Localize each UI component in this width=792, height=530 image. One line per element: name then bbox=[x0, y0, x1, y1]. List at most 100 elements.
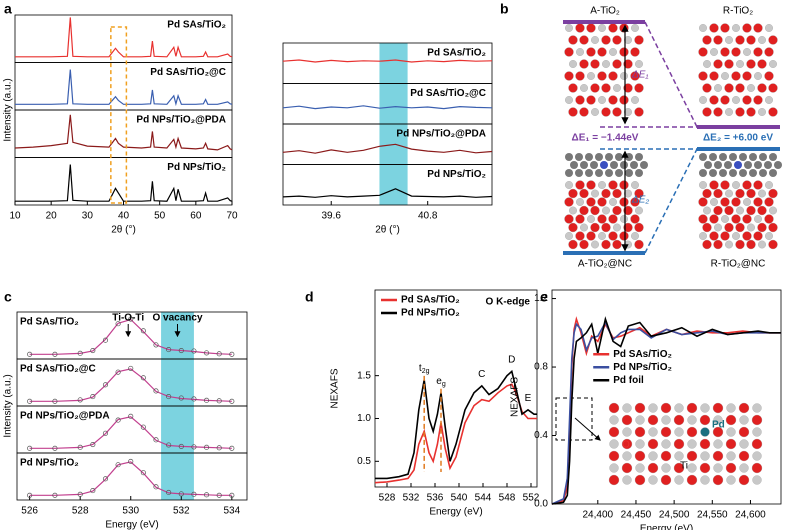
atom bbox=[726, 403, 736, 413]
data-point bbox=[191, 348, 197, 354]
atom bbox=[720, 231, 730, 241]
x-axis-label: Energy (eV) bbox=[640, 524, 693, 530]
fit-line bbox=[29, 461, 232, 496]
atom bbox=[736, 206, 744, 215]
atom bbox=[598, 181, 606, 189]
atom bbox=[612, 35, 622, 45]
series-label: Pd NPs/TiO₂@PDA bbox=[136, 115, 226, 126]
atom bbox=[590, 161, 598, 169]
inset-label: Pd bbox=[712, 420, 725, 431]
series-label: Pd SAs/TiO₂@C bbox=[150, 67, 226, 78]
atom bbox=[630, 71, 640, 81]
atom bbox=[686, 450, 698, 462]
atom bbox=[608, 23, 618, 33]
atom bbox=[565, 181, 573, 189]
atom bbox=[622, 427, 632, 437]
atom bbox=[625, 153, 633, 161]
data-point bbox=[166, 489, 172, 496]
atom bbox=[724, 222, 734, 233]
atom bbox=[726, 427, 736, 437]
structure-label: A-TiO₂ bbox=[590, 6, 620, 17]
atom bbox=[739, 415, 749, 425]
atom bbox=[634, 474, 646, 486]
highlight-box bbox=[110, 26, 128, 204]
atom bbox=[568, 222, 578, 233]
atom bbox=[598, 24, 606, 32]
atom bbox=[608, 71, 618, 81]
atom bbox=[575, 95, 585, 105]
atom bbox=[648, 451, 658, 461]
x-tick-label: 536 bbox=[427, 493, 444, 504]
atom bbox=[754, 161, 762, 169]
atom bbox=[747, 84, 755, 92]
atom bbox=[743, 198, 751, 206]
data-point bbox=[27, 351, 33, 357]
atom bbox=[608, 180, 618, 190]
data-point bbox=[102, 337, 109, 343]
data-point bbox=[178, 443, 184, 449]
atom bbox=[591, 240, 599, 249]
atom bbox=[719, 169, 727, 177]
data-point bbox=[140, 328, 146, 334]
atom bbox=[565, 232, 573, 240]
atom bbox=[726, 451, 736, 461]
atom bbox=[768, 188, 778, 199]
data-point bbox=[166, 347, 172, 353]
atom bbox=[568, 83, 578, 93]
x-axis-label: Energy (eV) bbox=[429, 507, 482, 518]
x-tick-label: 60 bbox=[190, 211, 202, 222]
atom bbox=[768, 222, 778, 233]
atom bbox=[601, 35, 611, 45]
atom bbox=[630, 197, 640, 207]
atom bbox=[700, 427, 710, 437]
data-point bbox=[153, 342, 159, 348]
inset-atoms bbox=[608, 402, 763, 486]
data-point bbox=[216, 398, 222, 404]
x-tick-label: 532 bbox=[403, 493, 420, 504]
atom bbox=[648, 403, 658, 413]
atom bbox=[673, 462, 685, 474]
atom bbox=[731, 71, 741, 81]
atom bbox=[579, 59, 589, 69]
fit-line bbox=[29, 416, 232, 449]
series-label: Pd SAs/TiO₂@C bbox=[20, 364, 96, 375]
x-tick-label: 24,400 bbox=[583, 510, 614, 521]
atom bbox=[769, 206, 777, 215]
atom bbox=[764, 214, 774, 224]
data-point bbox=[102, 430, 109, 436]
atom bbox=[575, 153, 583, 161]
atom bbox=[738, 402, 750, 414]
atom bbox=[635, 206, 643, 215]
x-tick-label: 528 bbox=[72, 506, 89, 517]
atom bbox=[608, 95, 618, 105]
panel-letter: b bbox=[500, 1, 509, 17]
atom bbox=[757, 59, 767, 69]
atom bbox=[631, 232, 639, 240]
atom bbox=[700, 451, 710, 461]
data-point bbox=[166, 442, 172, 448]
y-tick-label: 0.8 bbox=[534, 362, 548, 373]
atom bbox=[769, 169, 777, 177]
atom bbox=[703, 206, 711, 215]
connector bbox=[644, 148, 698, 254]
atom bbox=[754, 215, 762, 223]
arrow bbox=[574, 417, 601, 441]
atom bbox=[751, 438, 763, 450]
atom bbox=[699, 24, 707, 32]
atom bbox=[660, 426, 672, 438]
atom bbox=[709, 95, 719, 105]
trace bbox=[15, 17, 233, 58]
atom bbox=[609, 463, 619, 473]
atom bbox=[725, 414, 737, 426]
atom bbox=[746, 239, 756, 250]
data-point bbox=[77, 397, 83, 403]
feature-label-sub: g bbox=[442, 381, 446, 388]
feature-label: E bbox=[525, 393, 532, 404]
atom bbox=[619, 95, 629, 105]
data-point bbox=[153, 437, 159, 443]
annotation: O vacancy bbox=[152, 313, 202, 324]
atom bbox=[615, 153, 623, 161]
data-point bbox=[128, 413, 134, 419]
atom bbox=[757, 222, 767, 233]
trace bbox=[15, 69, 233, 107]
